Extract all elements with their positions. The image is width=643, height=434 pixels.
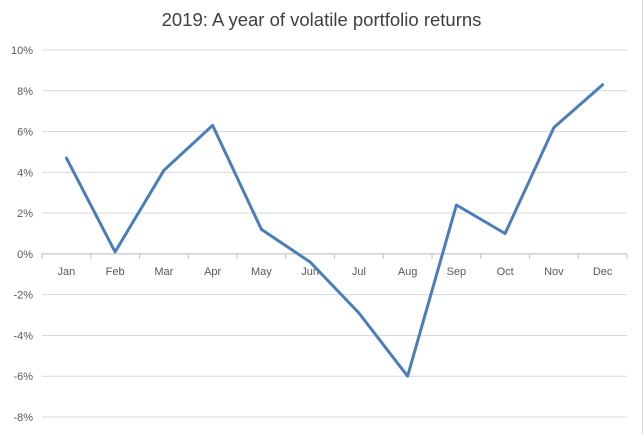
x-tick-label: Jul bbox=[352, 266, 366, 278]
y-tick-label: 0% bbox=[17, 249, 33, 261]
y-tick-label: -6% bbox=[13, 371, 33, 383]
x-tick-label: Oct bbox=[497, 266, 514, 278]
x-tick-label: Feb bbox=[106, 266, 125, 278]
x-tick-label: Aug bbox=[398, 266, 418, 278]
x-tick-label: Jun bbox=[301, 266, 319, 278]
gridlines bbox=[42, 49, 627, 418]
x-tick-label: Apr bbox=[204, 266, 221, 278]
x-tick-label: Mar bbox=[154, 266, 173, 278]
y-tick-label: -8% bbox=[13, 412, 33, 424]
y-tick-label: -4% bbox=[13, 330, 33, 342]
x-tick-label: May bbox=[251, 266, 272, 278]
x-axis bbox=[41, 253, 628, 259]
y-tick-label: 4% bbox=[17, 167, 33, 179]
x-tick-label: Nov bbox=[544, 266, 564, 278]
x-axis-ticks: Jan Feb Mar Apr May Jun Jul Aug Sep Oct Nov Dec bbox=[58, 266, 613, 278]
x-tick-label: Jan bbox=[58, 266, 76, 278]
y-tick-label: 8% bbox=[17, 86, 33, 98]
y-tick-label: -2% bbox=[13, 290, 33, 302]
y-axis-ticks: 10% 8% 6% 4% 2% 0% -2% -4% -6% -8% bbox=[11, 45, 33, 424]
y-tick-label: 2% bbox=[17, 208, 33, 220]
x-tick-label: Dec bbox=[593, 266, 613, 278]
chart-title: 2019: A year of volatile portfolio retur… bbox=[161, 9, 482, 30]
y-tick-label: 6% bbox=[17, 127, 33, 139]
y-tick-label: 10% bbox=[11, 45, 33, 57]
series-group bbox=[64, 83, 605, 378]
x-tick-label: Sep bbox=[447, 266, 467, 278]
series-line bbox=[64, 83, 605, 378]
